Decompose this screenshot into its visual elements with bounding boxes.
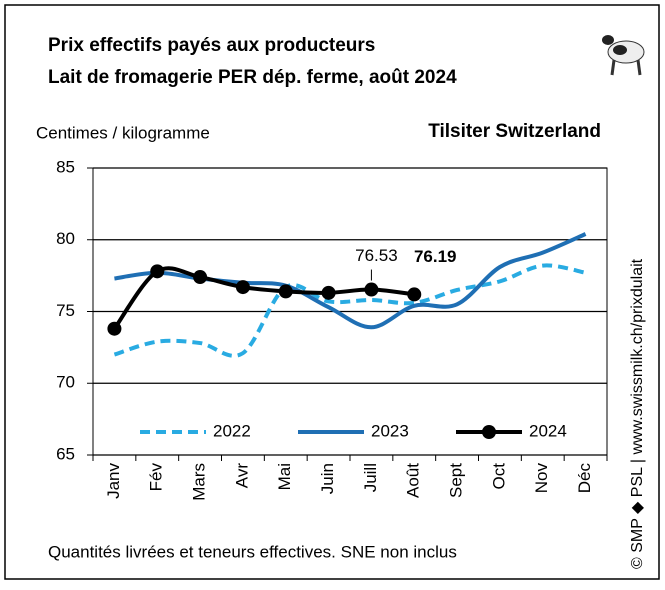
point: [407, 287, 421, 301]
source: © SMP ◆ PSL | www.swissmilk.ch/prixdulai…: [629, 258, 646, 569]
chart-subtitle: Lait de fromagerie PER dép. ferme, août …: [48, 67, 457, 88]
x-tick-label: Déc: [575, 463, 594, 494]
legend-label: 2024: [529, 421, 567, 440]
point: [107, 322, 121, 336]
x-tick-label: Juin: [318, 463, 337, 494]
legend-marker: [482, 425, 496, 439]
point: [364, 283, 378, 297]
point: [322, 286, 336, 300]
chart: Prix effectifs payés aux producteurs Lai…: [0, 0, 665, 585]
x-tick-label: Nov: [532, 463, 551, 494]
x-tick-label: Mars: [190, 463, 209, 501]
x-tick-label: Août: [404, 463, 423, 498]
y-tick-label: 65: [56, 444, 75, 463]
point: [193, 270, 207, 284]
y-tick-label: 75: [56, 301, 75, 320]
y-axis-label: Centimes / kilogramme: [36, 123, 210, 142]
point: [279, 284, 293, 298]
chart-title: Prix effectifs payés aux producteurs: [48, 35, 375, 56]
value-label: 76.19: [414, 247, 457, 266]
y-tick-label: 80: [56, 229, 75, 248]
legend-label: 2023: [371, 421, 409, 440]
x-tick-label: Fév: [147, 463, 166, 492]
point: [236, 280, 250, 294]
x-tick-label: Avr: [232, 463, 251, 489]
x-tick-label: Janv: [104, 463, 123, 499]
legend-label: 2022: [213, 421, 251, 440]
x-tick-label: Oct: [489, 463, 508, 490]
point: [150, 264, 164, 278]
y-tick-label: 85: [56, 157, 75, 176]
value-label: 76.53: [355, 246, 398, 265]
x-tick-label: Sept: [447, 463, 466, 498]
annotation: Tilsiter Switzerland: [428, 121, 601, 142]
x-tick-label: Mai: [275, 463, 294, 490]
note: Quantités livrées et teneurs effectives.…: [48, 542, 457, 561]
y-tick-label: 70: [56, 373, 75, 392]
x-tick-label: Juill: [361, 463, 380, 492]
